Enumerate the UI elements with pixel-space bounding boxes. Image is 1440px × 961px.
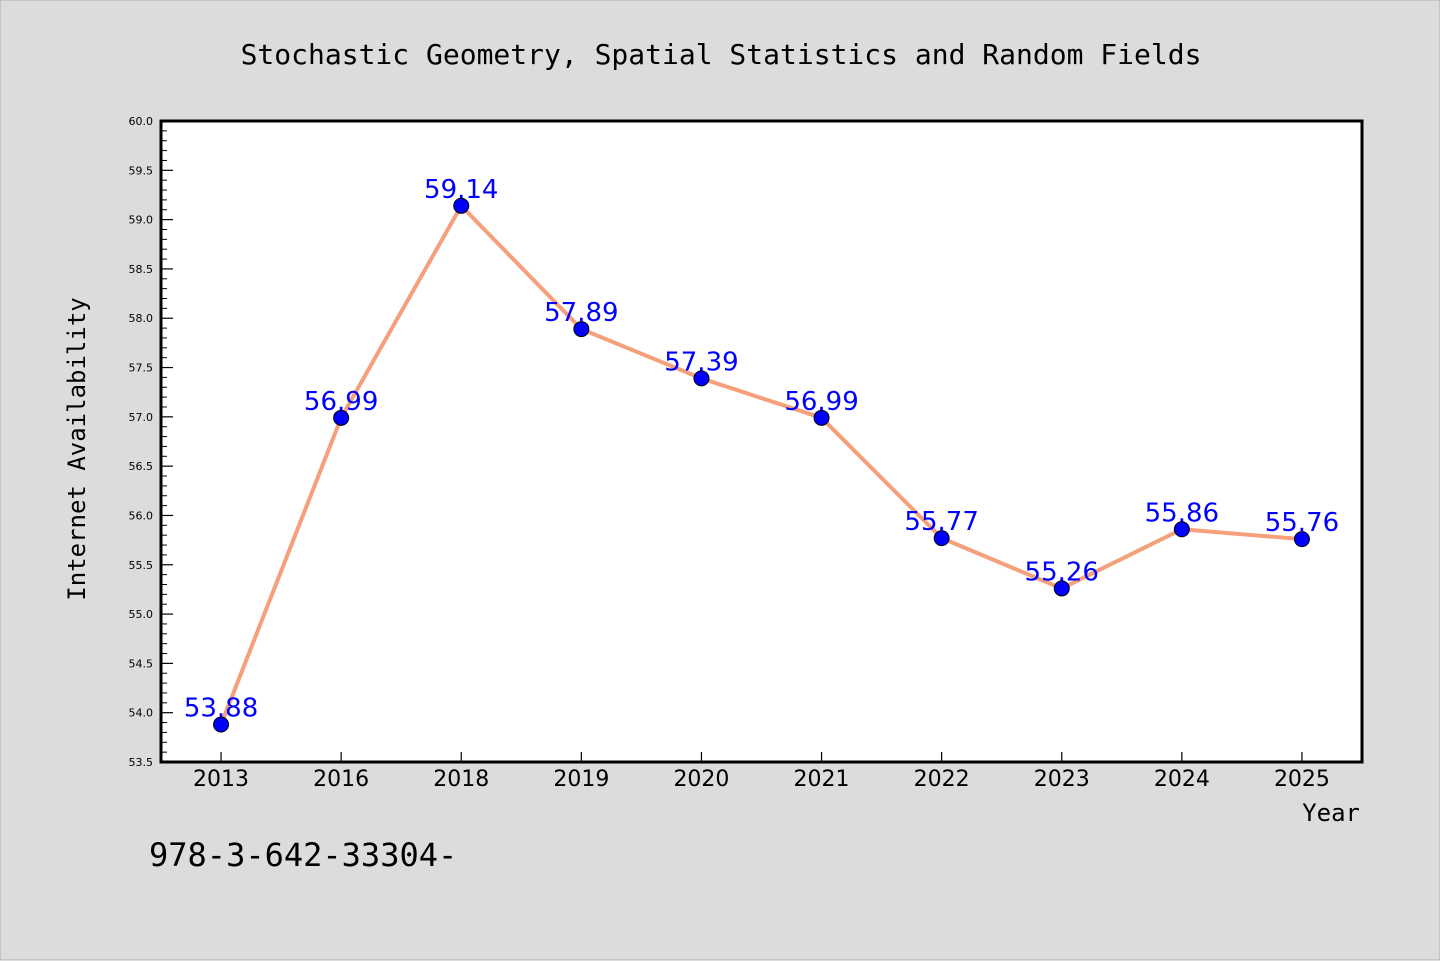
footer-text: 978-3-642-33304- [149,836,457,874]
y-tick-label: 53.5 [129,756,154,769]
x-axis-ticks: 2013 2016 2018 2019 2020 2021 2022 2023 2024 2025 [193,752,1330,792]
y-axis-label: Internet Availability [63,297,91,600]
data-label: 55.86 [1145,498,1219,528]
data-point [1293,531,1310,548]
data-label: 56.99 [784,387,858,417]
data-point [573,321,590,338]
x-tick-label: 2025 [1274,767,1330,792]
y-tick-label: 56.0 [129,509,154,522]
x-tick-label: 2019 [553,767,609,792]
x-tick-label: 2018 [433,767,489,792]
data-label: 55.76 [1265,508,1339,538]
y-tick-label: 58.0 [129,312,154,325]
plot-area [159,119,1364,764]
chart-title: Stochastic Geometry, Spatial Statistics … [241,38,1202,71]
y-tick-label: 60.0 [129,115,154,128]
x-axis-label: Year [1302,799,1360,827]
data-point [453,197,470,214]
y-tick-label: 57.5 [129,362,154,375]
x-tick-label: 2024 [1154,767,1210,792]
data-label: 55.77 [904,507,978,537]
y-tick-label: 58.5 [129,263,154,276]
y-tick-label: 55.5 [129,559,154,572]
x-tick-label: 2023 [1034,767,1090,792]
data-label: 56.99 [304,387,378,417]
data-label: 57.89 [544,298,618,328]
data-point [333,409,350,426]
data-point [933,530,950,547]
y-tick-label: 59.5 [129,164,154,177]
x-tick-label: 2022 [914,767,970,792]
data-label: 55.26 [1025,557,1099,587]
data-point [1053,580,1070,597]
data-label: 53.88 [184,694,258,724]
x-tick-label: 2020 [673,767,729,792]
series-line [219,203,1303,726]
data-point [1173,521,1190,538]
series-group: 53.88 56.99 59.14 57.89 57.39 56.99 55.77 55.26… [184,175,1339,733]
data-point [813,409,830,426]
y-tick-label: 57.0 [129,411,154,424]
y-tick-label: 59.0 [129,214,154,227]
x-tick-label: 2013 [193,767,249,792]
y-tick-label: 54.0 [129,707,154,720]
data-label: 59.14 [424,175,498,205]
y-axis-ticks: 53.5 54.0 54.5 55.0 55.5 56.0 56.5 57.0 57.5 58.0… [129,115,173,769]
data-label: 57.39 [664,347,738,377]
x-tick-label: 2021 [794,767,850,792]
data-point [693,370,710,387]
y-tick-label: 55.0 [129,608,154,621]
data-point [213,716,230,733]
y-tick-label: 56.5 [129,460,154,473]
y-tick-label: 54.5 [129,657,154,670]
x-tick-label: 2016 [313,767,369,792]
